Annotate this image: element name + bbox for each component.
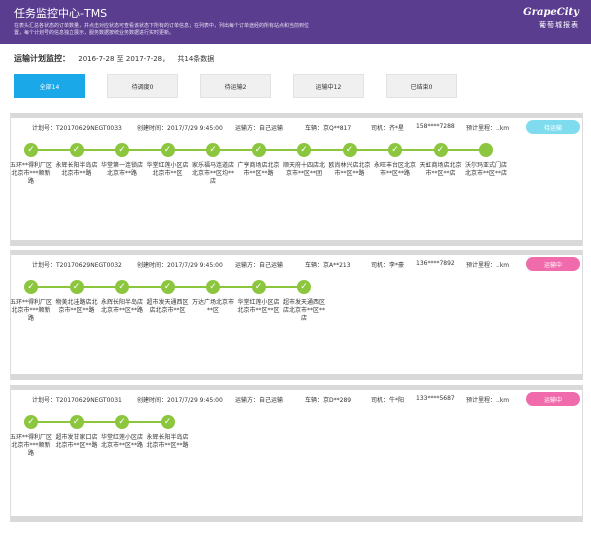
stop-label: 五环**得利厂区北京市***顺新路 bbox=[10, 162, 53, 185]
check-icon: ✓ bbox=[69, 280, 84, 294]
order-card: 计划号：T20170629NEGT0031 创建时间：2017/7/29 9:45… bbox=[10, 385, 583, 522]
stop-label: 超市发甘家口店北京市**区**路 bbox=[55, 434, 98, 449]
stop-label: 永辉长阳半岛店北京市**区**路 bbox=[146, 434, 189, 449]
check-icon: ✓ bbox=[251, 280, 266, 294]
check-icon: ✓ bbox=[342, 143, 357, 157]
stop-label: 华堂红莲小区店北京市**区**区 bbox=[237, 299, 280, 314]
estimated-mileage: 预计里程：..km bbox=[466, 262, 510, 269]
check-icon: ✓ bbox=[251, 143, 266, 157]
stop-label: 五环**得利厂区北京市***顺新路 bbox=[10, 434, 53, 457]
logo-mark: GrapeCity bbox=[523, 7, 579, 18]
stop-label: 永辉长阳半岛店北京市**路 bbox=[55, 162, 98, 177]
vehicle: 车辆：京D**289 bbox=[305, 397, 352, 404]
check-icon: ✓ bbox=[297, 143, 311, 157]
date-range: 2016-7-28 至 2017-7-28， bbox=[78, 55, 170, 63]
check-icon: ✓ bbox=[206, 280, 220, 294]
stop-label: 万达广场北京市**区 bbox=[192, 299, 235, 314]
filter-pending-transport[interactable]: 待运输2 bbox=[200, 74, 271, 98]
check-icon: ✓ bbox=[69, 143, 84, 157]
check-icon: ✓ bbox=[433, 143, 448, 157]
brand-logo: GrapeCity 葡萄城报表 bbox=[523, 7, 579, 30]
check-icon: ✓ bbox=[115, 280, 129, 294]
vehicle: 车辆：京Q**817 bbox=[305, 125, 352, 132]
check-icon: ✓ bbox=[69, 415, 84, 429]
card-divider bbox=[11, 250, 582, 255]
filter-label: 待运输2 bbox=[224, 83, 247, 91]
driver-phone: 136****7892 bbox=[416, 260, 455, 267]
stop-label: 永辉长阳半岛店北京市**区**路 bbox=[101, 299, 144, 314]
check-icon: ✓ bbox=[160, 280, 175, 294]
stop-label: 物美北洼路店北京市**区**路 bbox=[55, 299, 98, 314]
stop-label: 华堂红莲小区店北京市**区**路 bbox=[101, 434, 144, 449]
check-icon: ✓ bbox=[115, 415, 129, 429]
driver-phone: 158****7288 bbox=[416, 123, 455, 130]
check-icon: ✓ bbox=[160, 143, 175, 157]
vehicle: 车辆：京A**213 bbox=[305, 262, 351, 269]
app-header: 任务监控中心-TMS 在表头汇总各状态的订单数量，并点击对应状态可查看该状态下所… bbox=[0, 0, 591, 44]
stop-label: 华堂红莲小区店北京市**区 bbox=[146, 162, 189, 177]
card-divider bbox=[11, 374, 582, 380]
stop-label: 顺天府十四店北京市**区**团 bbox=[283, 162, 326, 177]
carrier: 运输方：自己运输 bbox=[235, 397, 284, 404]
created-time: 创建时间：2017/7/29 9:45:00 bbox=[137, 397, 223, 404]
pending-stop-icon bbox=[479, 143, 493, 157]
stop-label: 超市发天通西区店北京市**区 bbox=[146, 299, 189, 314]
summary-label: 运输计划监控： bbox=[14, 54, 70, 63]
card-divider bbox=[11, 240, 582, 246]
filter-label: 已结束0 bbox=[410, 83, 433, 91]
check-icon: ✓ bbox=[388, 143, 402, 157]
filter-label: 全部14 bbox=[39, 83, 60, 91]
filter-pending-dispatch[interactable]: 待调度0 bbox=[107, 74, 178, 98]
card-divider bbox=[11, 385, 582, 390]
status-badge[interactable]: 待运输 bbox=[526, 120, 580, 134]
estimated-mileage: 预计里程：..km bbox=[466, 125, 510, 132]
summary-bar: 运输计划监控： 2016-7-28 至 2017-7-28， 共14条数据 bbox=[14, 53, 220, 64]
stop-label: 超市发天通西区店北京市**区**店 bbox=[283, 299, 326, 322]
plan-number: 计划号：T20170629NEGT0031 bbox=[32, 397, 122, 404]
driver: 司机：李*豪 bbox=[371, 262, 405, 269]
order-card: 计划号：T20170629NEGT0032 创建时间：2017/7/29 9:45… bbox=[10, 250, 583, 380]
check-icon: ✓ bbox=[24, 415, 38, 429]
check-icon: ✓ bbox=[160, 415, 175, 429]
record-count: 共14条数据 bbox=[177, 55, 215, 63]
driver: 司机：齐*星 bbox=[371, 125, 405, 132]
check-icon: ✓ bbox=[24, 280, 38, 294]
status-badge[interactable]: 运输中 bbox=[526, 257, 580, 271]
created-time: 创建时间：2017/7/29 9:45:00 bbox=[137, 125, 223, 132]
estimated-mileage: 预计里程：..km bbox=[466, 397, 510, 404]
stop-label: 沃尔玛亚式门店北京市**区**店 bbox=[465, 162, 508, 177]
stop-label: 天虹商场店北京市**区**店 bbox=[419, 162, 462, 177]
stop-label: 永旺丰台区北京市**区**路 bbox=[374, 162, 417, 177]
filter-label: 待调度0 bbox=[131, 83, 154, 91]
check-icon: ✓ bbox=[206, 143, 220, 157]
filter-in-transit[interactable]: 运输中12 bbox=[293, 74, 364, 98]
status-badge[interactable]: 运输中 bbox=[526, 392, 580, 406]
driver-phone: 133****5687 bbox=[416, 395, 455, 402]
card-divider bbox=[11, 113, 582, 118]
order-card: 计划号：T20170629NEGT0033 创建时间：2017/7/29 9:45… bbox=[10, 113, 583, 246]
plan-number: 计划号：T20170629NEGT0032 bbox=[32, 262, 122, 269]
logo-text: 葡萄城报表 bbox=[539, 21, 579, 29]
carrier: 运输方：自己运输 bbox=[235, 262, 284, 269]
stop-label: 欧尚林兴店北京市**区**路 bbox=[328, 162, 371, 177]
route-line bbox=[31, 421, 168, 423]
stop-label: 华堂第一连锁店北京市**路 bbox=[101, 162, 144, 177]
filter-label: 运输中12 bbox=[315, 83, 342, 91]
filter-all[interactable]: 全部14 bbox=[14, 74, 85, 98]
stop-label: 家乐福马连道店北京市**区均**店 bbox=[192, 162, 235, 185]
stop-label: 广亨商场店北京市**区**路 bbox=[237, 162, 280, 177]
check-icon: ✓ bbox=[24, 143, 38, 157]
carrier: 运输方：自己运输 bbox=[235, 125, 284, 132]
page-description: 在表头汇总各状态的订单数量，并点击对应状态可查看该状态下所有的订单信息；在列表中… bbox=[14, 23, 310, 36]
check-icon: ✓ bbox=[115, 143, 129, 157]
check-icon: ✓ bbox=[297, 280, 311, 294]
created-time: 创建时间：2017/7/29 9:45:00 bbox=[137, 262, 223, 269]
driver: 司机：牛*阳 bbox=[371, 397, 405, 404]
stop-label: 五环**得利厂区北京市***顺新路 bbox=[10, 299, 53, 322]
page-title: 任务监控中心-TMS bbox=[14, 7, 108, 20]
card-divider bbox=[11, 516, 582, 522]
filter-finished[interactable]: 已结束0 bbox=[386, 74, 457, 98]
plan-number: 计划号：T20170629NEGT0033 bbox=[32, 125, 122, 132]
